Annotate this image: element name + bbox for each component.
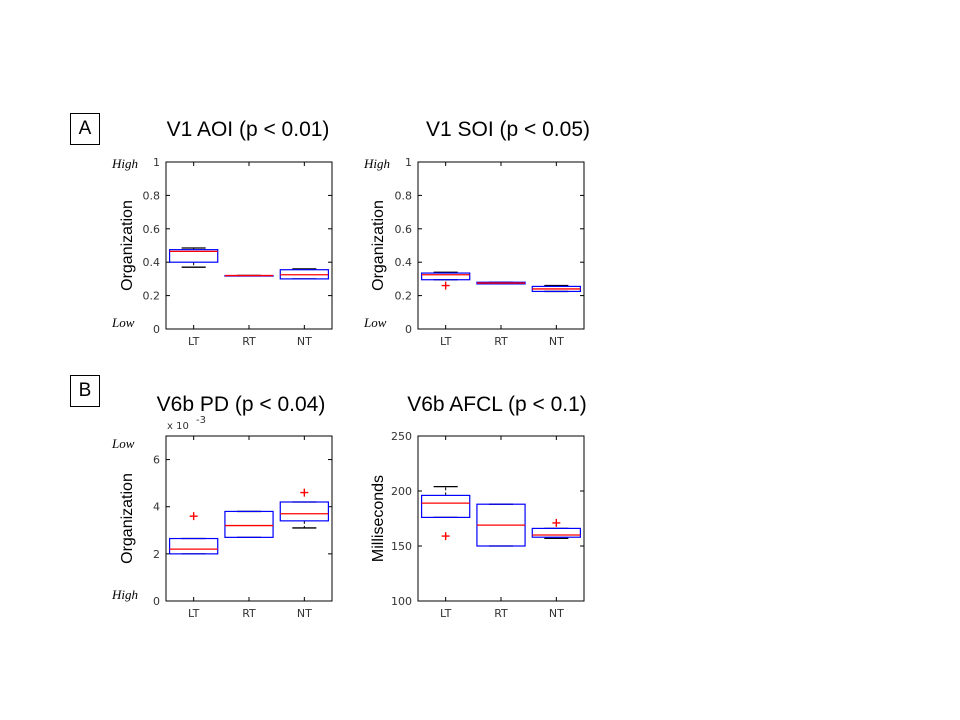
outlier-marker xyxy=(300,488,309,497)
y-tick-label: 0.2 xyxy=(395,290,413,303)
chart-4: V6b AFCL (p < 0.1) 100 150 200 250 LT RT NT Mill… xyxy=(370,393,587,620)
x-tick-label: RT xyxy=(242,335,256,348)
plot-frame xyxy=(417,161,585,330)
x-tick-label: NT xyxy=(297,335,312,348)
box-iqr xyxy=(168,249,219,263)
y-tick-label: 200 xyxy=(391,485,412,498)
y-axis-label: Organization xyxy=(119,200,136,291)
outlier-marker xyxy=(189,512,198,521)
x-tick-label: NT xyxy=(297,607,312,620)
chart-title: V1 AOI (p < 0.01) xyxy=(167,118,330,141)
y-axis-label: Organization xyxy=(119,473,136,564)
box-NT xyxy=(279,268,330,280)
box-iqr xyxy=(420,494,471,518)
x-tick-label: LT xyxy=(440,607,452,620)
y-tick-label: 1 xyxy=(405,156,412,169)
box-RT xyxy=(224,510,274,539)
box-iqr xyxy=(531,527,582,538)
outlier-marker xyxy=(441,532,450,541)
y-tick-label: 1 xyxy=(153,156,160,169)
y-tick-label: 0.4 xyxy=(143,256,161,269)
y-tick-label: 0 xyxy=(153,595,160,608)
box-LT xyxy=(168,247,219,268)
y-tick-label: 6 xyxy=(153,454,160,467)
annotation-top: High xyxy=(363,156,390,171)
box-NT xyxy=(531,284,582,293)
chart-2: V1 SOI (p < 0.05) 0 0.2 0.4 0.6 0.8 1 LT RT NT Org… xyxy=(363,118,590,348)
y-tick-label: 100 xyxy=(391,595,412,608)
outlier-marker xyxy=(552,518,561,527)
box-iqr xyxy=(279,501,330,522)
box-RT xyxy=(476,281,526,285)
plot-frame xyxy=(165,435,333,602)
chart-1: V1 AOI (p < 0.01) 0 0.2 0.4 0.6 0.8 1 LT RT NT Org… xyxy=(111,118,333,348)
box-LT xyxy=(168,512,219,555)
y-tick-label: 0.4 xyxy=(395,256,413,269)
chart-title: V6b PD (p < 0.04) xyxy=(157,393,326,416)
y-tick-label: 150 xyxy=(391,540,412,553)
box-NT xyxy=(531,518,582,539)
x-tick-label: LT xyxy=(188,335,200,348)
x-tick-label: RT xyxy=(494,607,508,620)
x-tick-label: LT xyxy=(188,607,200,620)
box-RT xyxy=(224,274,274,277)
box-iqr xyxy=(224,510,274,538)
x-tick-label: NT xyxy=(549,335,564,348)
plot-frame xyxy=(165,161,333,330)
y-tick-label: 0.2 xyxy=(143,290,161,303)
annotation-bottom: Low xyxy=(111,315,135,330)
box-NT xyxy=(279,488,330,529)
y-tick-label: 0.8 xyxy=(143,189,161,202)
x-tick-label: RT xyxy=(242,607,256,620)
plot-frame xyxy=(417,435,585,602)
y-tick-label: 2 xyxy=(153,548,160,561)
box-RT xyxy=(476,503,526,547)
annotation-top: High xyxy=(111,156,138,171)
annotation-top: Low xyxy=(111,436,135,451)
annotation-bottom: Low xyxy=(363,315,387,330)
scale-note: x 10 xyxy=(167,421,189,432)
box-iqr xyxy=(420,272,471,281)
box-LT xyxy=(420,485,471,541)
scale-exponent: -3 xyxy=(196,415,206,426)
y-tick-label: 0.8 xyxy=(395,189,413,202)
y-tick-label: 0.6 xyxy=(143,223,161,236)
panel-label-a: A xyxy=(70,113,100,145)
outlier-marker xyxy=(441,281,450,290)
x-tick-label: LT xyxy=(440,335,452,348)
y-axis-label: Milliseconds xyxy=(370,475,387,562)
y-tick-label: 250 xyxy=(391,430,412,443)
y-tick-label: 4 xyxy=(153,501,160,514)
x-tick-label: RT xyxy=(494,335,508,348)
chart-title: V1 SOI (p < 0.05) xyxy=(426,118,590,141)
y-tick-label: 0.6 xyxy=(395,223,413,236)
box-iqr xyxy=(168,537,219,555)
annotation-bottom: High xyxy=(111,587,138,602)
chart-3: V6b PD (p < 0.04) 0 2 4 6 LT RT NT Organization L… xyxy=(111,393,333,620)
y-tick-label: 0 xyxy=(153,323,160,336)
y-axis-label: Organization xyxy=(370,200,387,291)
panel-label-b: B xyxy=(70,375,100,407)
chart-title: V6b AFCL (p < 0.1) xyxy=(407,393,587,416)
box-LT xyxy=(420,271,471,290)
x-tick-label: NT xyxy=(549,607,564,620)
y-tick-label: 0 xyxy=(405,323,412,336)
